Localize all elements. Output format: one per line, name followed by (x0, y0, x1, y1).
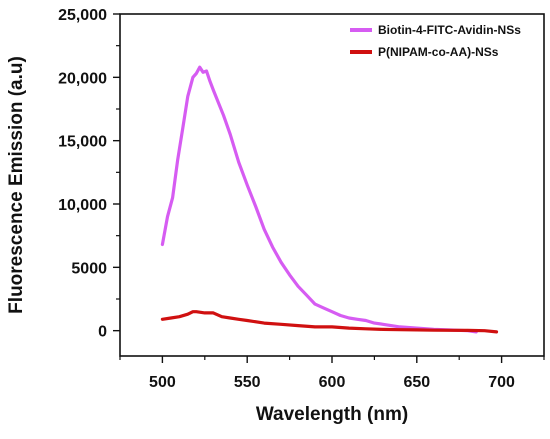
y-tick-label: 10,000 (58, 197, 107, 214)
legend-label-0: Biotin-4-FITC-Avidin-NSs (378, 23, 521, 37)
x-tick-label: 550 (234, 374, 261, 391)
x-tick-label: 650 (403, 374, 430, 391)
x-tick-label: 500 (149, 374, 176, 391)
y-axis-title: Fluorescence Emission (a.u) (6, 56, 27, 314)
y-tick-label: 15,000 (58, 134, 107, 151)
series-line-0 (160, 65, 478, 334)
y-tick-label: 0 (98, 324, 107, 341)
x-axis-ticks: 500 550 600 650 700 (119, 356, 545, 391)
series-line-1 (160, 310, 499, 334)
x-axis-title: Wavelength (nm) (256, 404, 408, 425)
legend-label-1: P(NIPAM-co-AA)-NSs (378, 45, 499, 59)
plot-lines (160, 65, 499, 334)
plot-frame (119, 13, 545, 357)
x-tick-label: 700 (488, 374, 515, 391)
y-tick-label: 20,000 (58, 70, 107, 87)
x-tick-label: 600 (319, 374, 346, 391)
y-tick-label: 25,000 (58, 7, 107, 24)
legend: Biotin-4-FITC-Avidin-NSs P(NIPAM-co-AA)-N… (350, 23, 521, 59)
y-axis-ticks: 0 5000 10,000 15,000 20,000 25,000 (58, 7, 120, 341)
y-tick-label: 5000 (71, 260, 107, 277)
